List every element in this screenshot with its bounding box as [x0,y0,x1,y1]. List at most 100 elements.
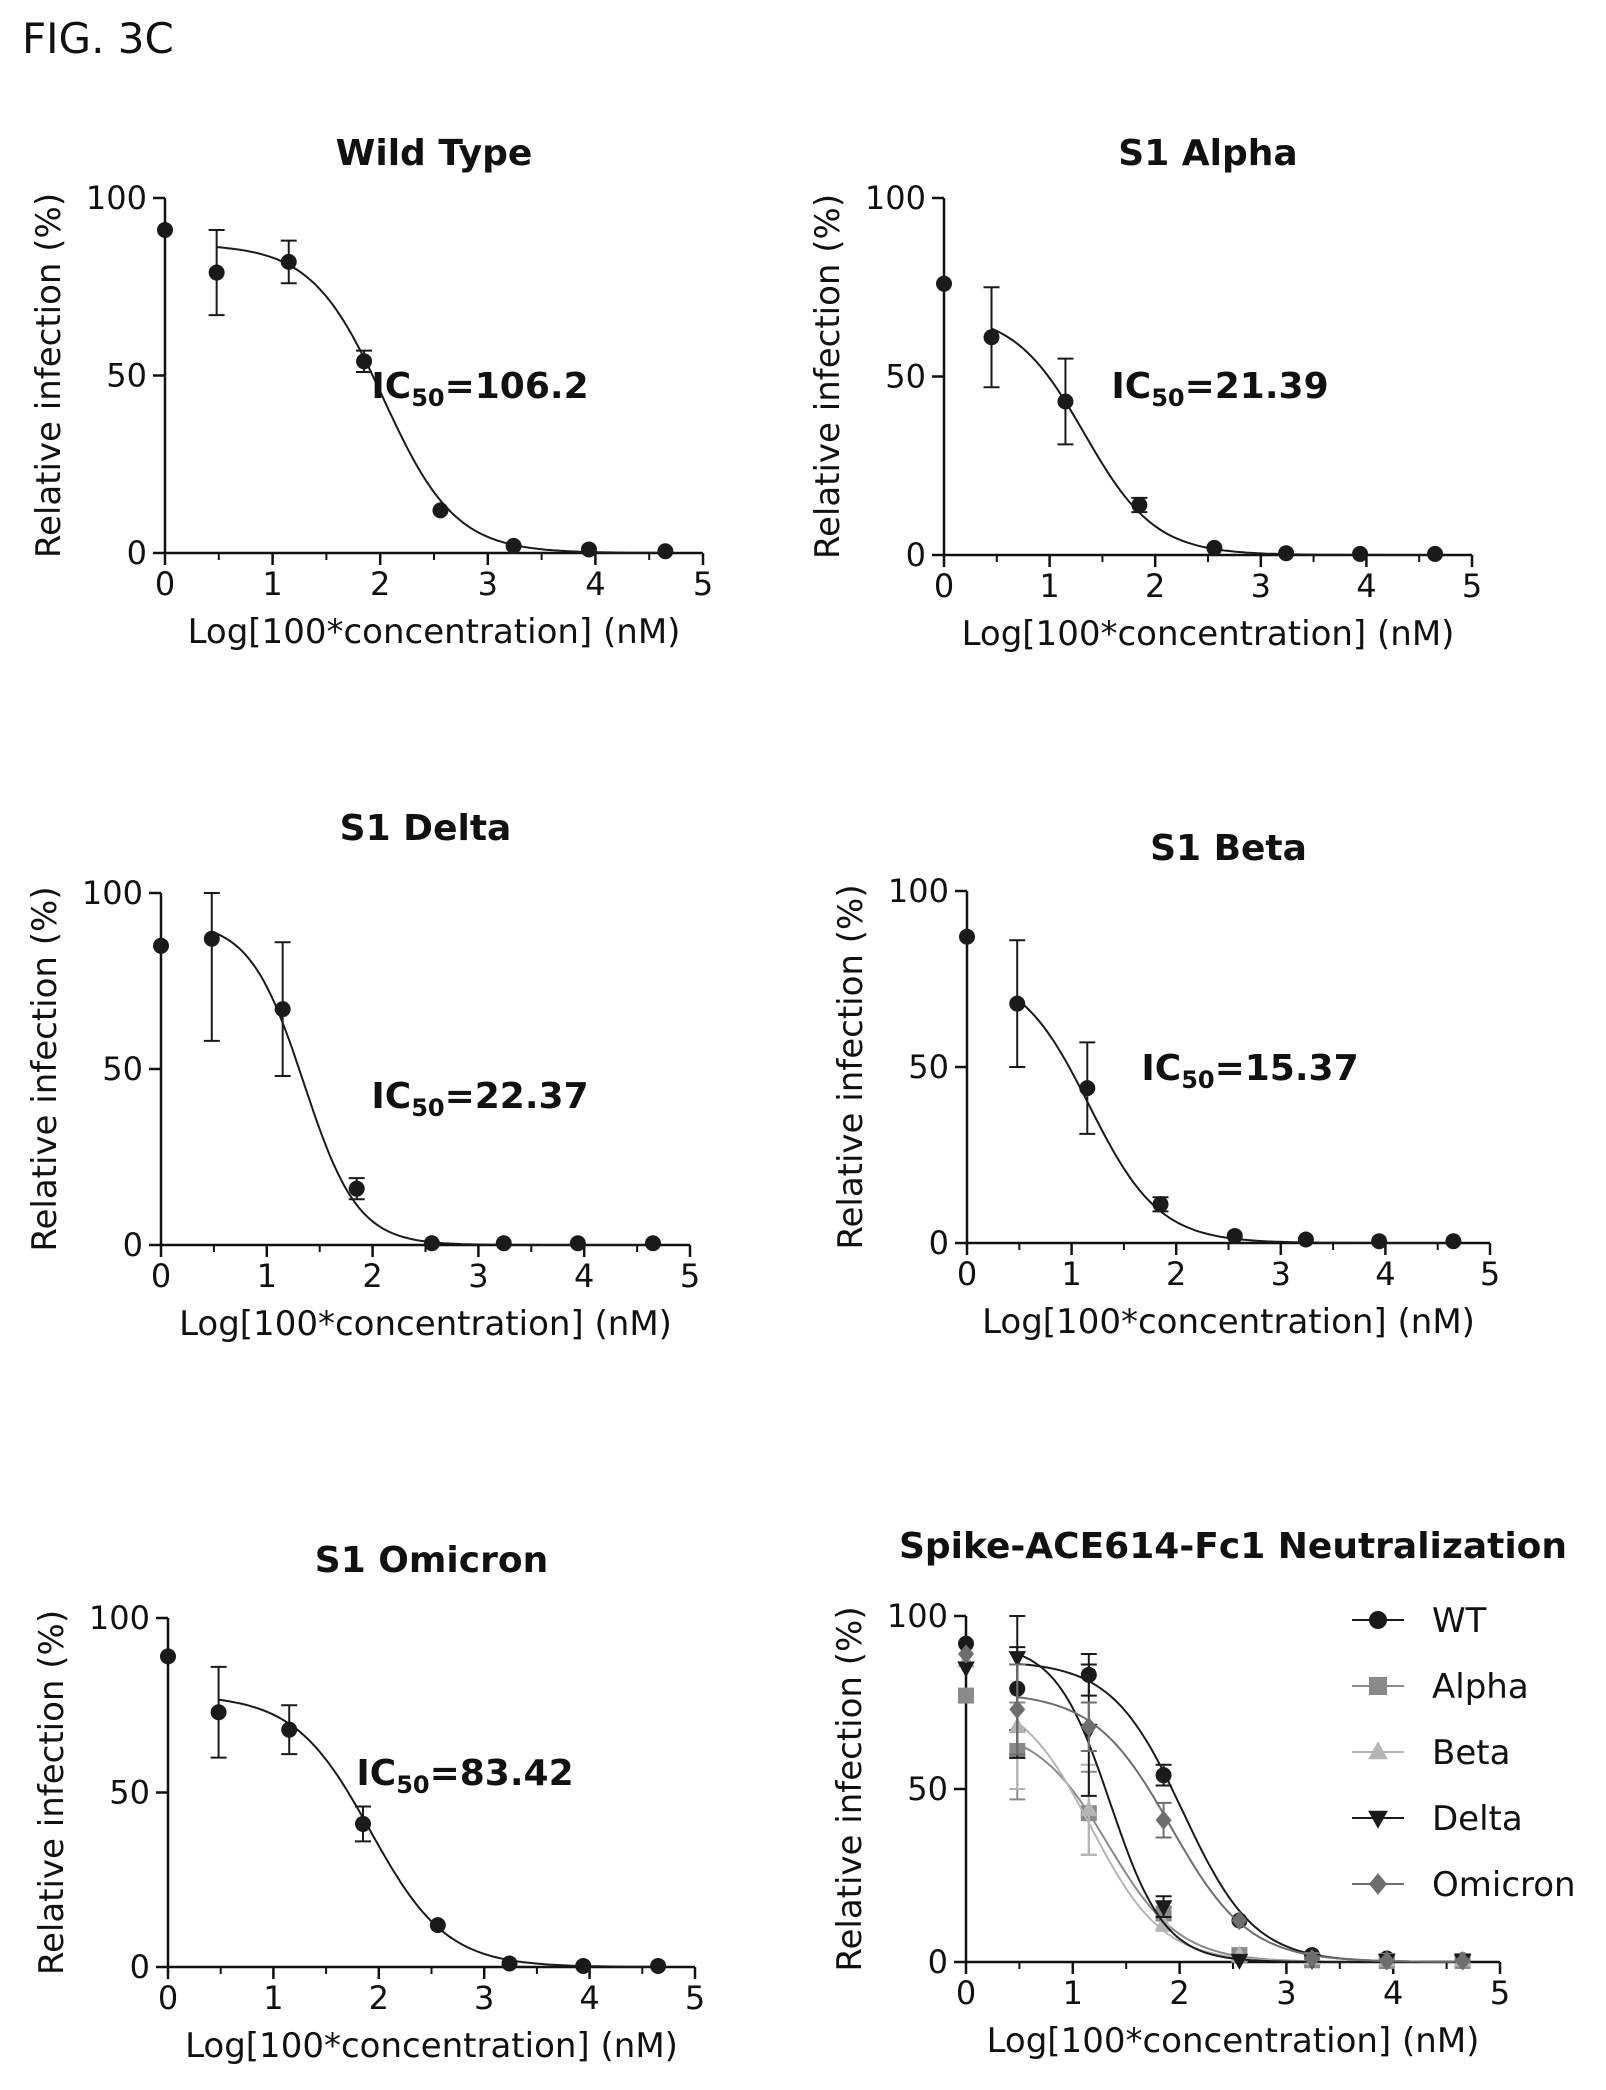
data-point [983,329,1000,346]
x-tick-label: 0 [957,1255,977,1293]
ic50-value: =83.42 [430,1753,574,1794]
ic50-subscript: 50 [411,384,444,412]
data-point [569,1235,586,1252]
data-point [650,1957,667,1974]
data-point [1230,1953,1249,1970]
series [153,892,661,1252]
data-point [580,541,597,558]
data-point [1080,1800,1098,1817]
y-axis-label: Relative infection (%) [830,1606,870,1971]
ic50-value: =22.37 [445,1076,589,1117]
ic50-prefix: IC [371,366,411,407]
data-point [936,275,952,292]
x-tick-label: 2 [362,1257,382,1295]
ic50-subscript: 50 [1181,1066,1214,1094]
x-tick-label: 5 [1480,1255,1500,1293]
ic50-annotation: IC50=21.39 [1111,366,1328,412]
y-tick-label: 50 [109,1774,150,1812]
data-point [356,353,373,370]
y-tick-label: 50 [908,1048,949,1086]
x-tick-label: 3 [1271,1255,1291,1293]
y-axis-label: Relative infection (%) [831,884,871,1249]
ic50-annotation: IC50=15.37 [1141,1048,1358,1094]
data-point [348,1180,365,1197]
y-tick-label: 100 [887,1597,948,1635]
series [957,1651,1472,1967]
data-point [644,1235,661,1252]
data-point [1352,545,1369,562]
x-tick-label: 2 [1145,567,1165,605]
data-point [1009,995,1026,1012]
figure-label: FIG. 3C [22,14,174,63]
x-tick-label: 2 [1166,1255,1186,1293]
y-tick-label: 100 [86,179,147,217]
data-point [501,1955,518,1972]
x-tick-label: 2 [370,565,390,603]
ic50-value: =106.2 [445,366,589,407]
x-tick-label: 3 [478,565,498,603]
chart-title: S1 Omicron [315,1540,548,1581]
x-tick-label: 1 [257,1257,277,1295]
data-point [1454,1951,1471,1971]
data-point [429,1917,446,1934]
data-point [1131,497,1148,514]
data-point [1369,1677,1387,1695]
ic50-prefix: IC [1111,366,1151,407]
x-axis-label: Log[100*concentration] (nM) [188,612,681,652]
x-tick-label: 5 [693,565,713,603]
ic50-subscript: 50 [396,1771,429,1799]
data-point [280,253,297,270]
legend-label: Beta [1432,1733,1510,1773]
ic50-value: =15.37 [1215,1048,1359,1089]
data-point [958,1644,974,1664]
legend-item: Alpha [1352,1667,1529,1707]
ic50-prefix: IC [1141,1048,1181,1089]
y-axis-label: Relative infection (%) [808,194,848,559]
y-axis-label: Relative infection (%) [29,193,69,558]
x-tick-label: 2 [1169,1974,1189,2012]
x-tick-label: 4 [1356,567,1376,605]
y-tick-label: 0 [127,534,147,572]
data-point [210,1704,227,1721]
data-point [1278,545,1295,562]
legend: WT Alpha Beta Delta Omicron [1352,1601,1576,1905]
data-point [495,1235,512,1252]
x-tick-label: 0 [158,1979,178,2017]
series [157,221,674,560]
x-tick-label: 3 [468,1257,488,1295]
fit-curve [1016,998,1454,1244]
y-tick-label: 0 [123,1226,143,1264]
data-point [1368,1810,1388,1829]
chart-title: S1 Beta [1150,828,1307,869]
data-point [1008,1651,1027,1668]
data-point [958,1687,974,1704]
x-tick-label: 4 [585,565,605,603]
x-tick-label: 0 [155,565,175,603]
x-tick-label: 3 [474,1979,494,2017]
x-tick-label: 4 [1383,1974,1403,2012]
data-point [1206,539,1223,556]
y-tick-label: 50 [102,1050,143,1088]
x-axis-label: Log[100*concentration] (nM) [179,1304,672,1344]
data-point [1155,1810,1172,1830]
x-tick-label: 1 [262,565,282,603]
y-axis-label: Relative infection (%) [32,1610,72,1975]
data-point [1297,1231,1314,1248]
ic50-annotation: IC50=22.37 [371,1076,588,1122]
y-tick-label: 50 [907,1770,948,1808]
data-point [957,1661,975,1678]
data-point [1445,1233,1462,1250]
data-point [1427,545,1444,562]
x-tick-label: 1 [1061,1255,1081,1293]
legend-label: Delta [1432,1799,1523,1839]
legend-item: Delta [1352,1799,1523,1839]
y-tick-label: 50 [106,357,147,395]
data-point [1231,1910,1248,1931]
ic50-prefix: IC [356,1753,396,1794]
x-tick-label: 3 [1276,1974,1296,2012]
y-tick-label: 100 [82,874,143,912]
